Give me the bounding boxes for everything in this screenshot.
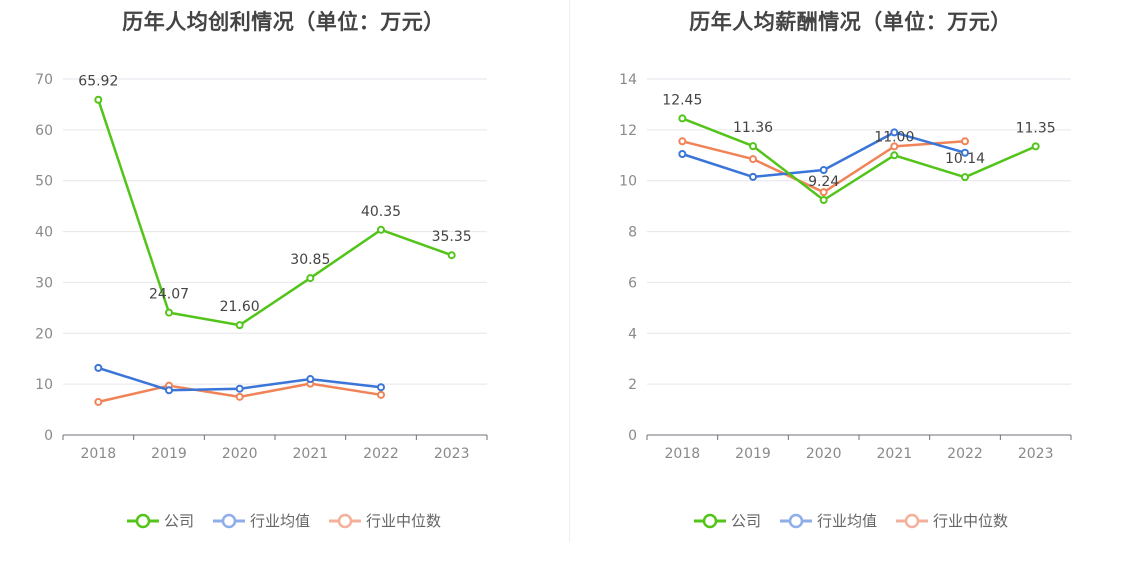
legend-line-marker-icon [896,513,928,528]
data-label: 35.35 [432,229,472,245]
y-tick-label: 14 [619,72,637,88]
legend-item-industry-median[interactable]: 行业中位数 [895,510,1008,531]
data-point [819,188,828,197]
legend-line-marker-icon [212,513,245,528]
legend-label: 公司 [163,512,194,530]
y-tick-label: 40 [35,225,53,241]
profit-line-chart: 0 10 20 30 40 50 60 70 2018 2019 2020 2021 2022 2023 6… [35,72,488,462]
data-point [165,308,173,317]
x-tick-label: 2022 [363,446,399,462]
x-tick-label: 2023 [1018,446,1054,462]
data-point [377,383,385,392]
data-point [94,397,103,406]
data-point [1031,142,1040,151]
data-point [961,148,969,157]
data-point [678,137,687,146]
chart-title: 历年人均创利情况（单位：万元） [122,10,445,34]
legend-label: 行业中位数 [933,512,1009,530]
series-line [681,117,1037,202]
data-point [890,142,899,151]
data-point [749,142,757,151]
data-point [235,321,244,330]
x-tick-label: 2022 [947,446,983,462]
data-point [890,151,899,160]
legend-line-marker-icon [329,513,361,528]
y-tick-label: 10 [619,174,637,190]
data-label: 24.07 [149,287,189,303]
legend-item-industry-mean[interactable]: 行业均值 [779,510,877,531]
data-label: 40.35 [361,204,401,220]
chart-panel-salary: 历年人均薪酬情况（单位：万元） 0 2 4 6 8 10 12 14 2018 2019 2020 2… [567,0,1134,582]
x-tick-label: 2018 [665,446,701,462]
data-label: 12.45 [662,92,702,108]
data-label: 11.00 [874,129,914,145]
panel-divider [569,0,570,542]
legend-item-industry-median[interactable]: 行业中位数 [328,510,441,531]
y-tick-label: 4 [628,326,637,342]
y-tick-label: 30 [35,275,53,291]
y-tick-label: 60 [35,123,53,139]
y-tick-label: 10 [35,377,53,393]
y-tick-label: 8 [628,225,637,241]
data-point [377,225,385,234]
data-point [961,173,969,182]
chart-legend: 公司 行业均值 行业中位数 [567,510,1134,531]
y-tick-label: 2 [628,377,637,393]
data-point [306,375,315,384]
data-point [749,172,757,181]
data-point [306,274,315,283]
chart-panel-profit: 历年人均创利情况（单位：万元） 0 10 20 30 40 50 60 70 2018 2019 2… [0,10,567,531]
legend-label: 行业均值 [816,512,877,530]
data-point [961,137,969,146]
x-tick-label: 2020 [222,446,258,462]
legend-label: 行业中位数 [366,512,442,530]
y-tick-label: 20 [35,326,53,342]
y-tick-label: 12 [619,123,637,139]
y-tick-label: 70 [35,72,53,88]
data-point [94,363,103,372]
data-point [819,196,828,205]
y-tick-label: 0 [44,428,53,444]
legend-line-marker-icon [779,513,812,528]
x-tick-label: 2020 [806,446,842,462]
data-label: 21.60 [220,299,260,315]
data-point [377,390,385,399]
data-point [890,128,899,137]
legend-item-company[interactable]: 公司 [693,510,761,531]
x-tick-label: 2019 [151,446,187,462]
y-tick-label: 6 [628,275,637,291]
data-point [447,251,456,260]
data-label: 65.92 [78,74,118,90]
data-point [165,386,173,395]
legend-line-marker-icon [126,513,159,528]
data-point [235,392,244,401]
x-tick-label: 2023 [434,446,470,462]
x-tick-label: 2021 [877,446,913,462]
data-label: 9.24 [808,174,839,190]
data-point [819,166,828,175]
y-tick-label: 50 [35,174,53,190]
x-tick-label: 2021 [293,446,329,462]
data-label: 11.35 [1016,120,1056,136]
salary-line-chart: 0 2 4 6 8 10 12 14 2018 2019 2020 2021 2022 2023 12.45… [619,72,1072,462]
legend-label: 行业均值 [249,512,310,530]
data-point [749,155,757,164]
series-line [97,99,453,327]
data-point [235,384,244,393]
x-tick-label: 2018 [81,446,117,462]
chart-legend: 公司 行业均值 行业中位数 [0,510,567,531]
data-label: 10.14 [945,151,985,167]
chart-title: 历年人均薪酬情况（单位：万元） [689,10,1012,34]
data-point [678,114,687,123]
y-tick-label: 0 [628,428,637,444]
legend-item-company[interactable]: 公司 [126,510,194,531]
data-point [678,150,687,159]
legend-item-industry-mean[interactable]: 行业均值 [212,510,310,531]
legend-line-marker-icon [693,513,726,528]
legend-label: 公司 [730,512,761,530]
data-label: 30.85 [290,252,330,268]
data-point [94,95,103,104]
x-tick-label: 2019 [735,446,771,462]
data-label: 11.36 [733,120,773,136]
